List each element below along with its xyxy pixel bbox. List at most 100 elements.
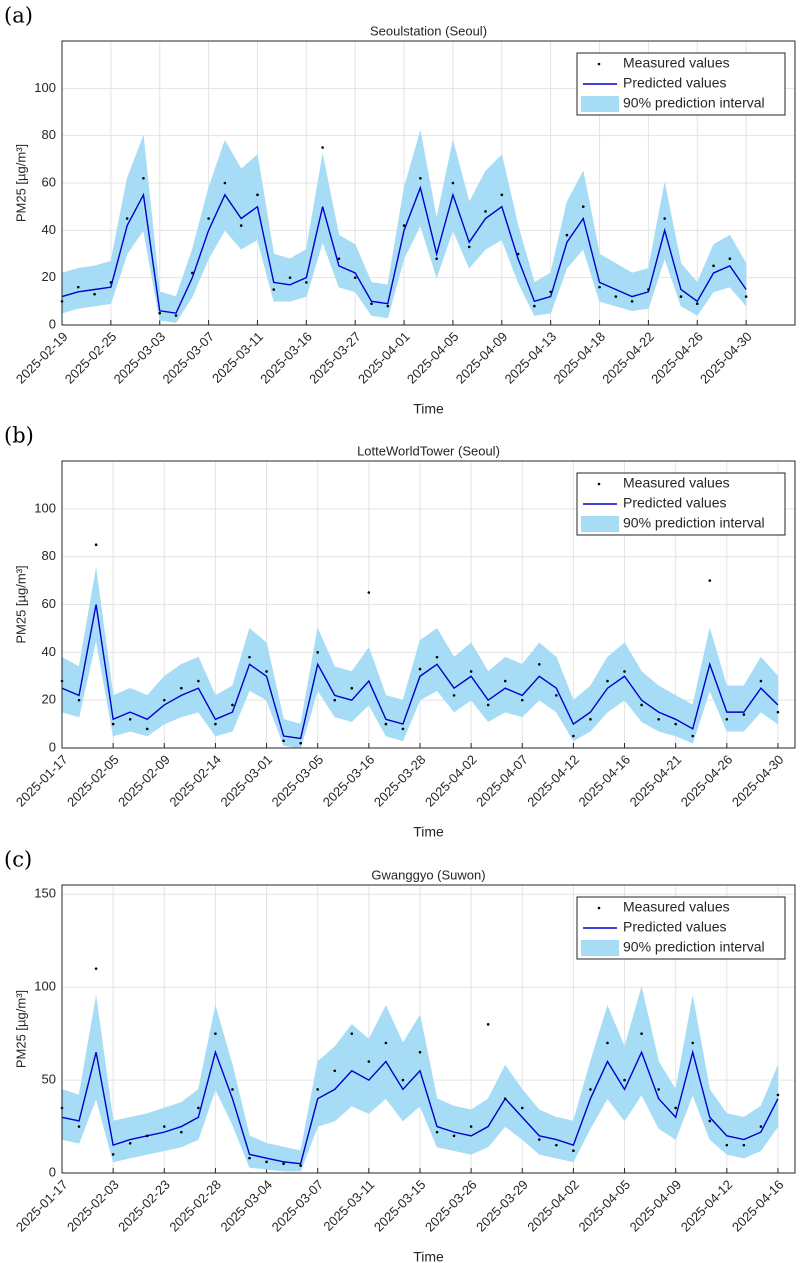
legend-label: 90% prediction interval — [623, 95, 765, 111]
x-tick-label: 2025-04-09 — [627, 1177, 685, 1235]
measured-point — [606, 1041, 609, 1045]
prediction-interval — [240, 154, 258, 250]
measured-point — [162, 698, 166, 702]
legend-swatch — [597, 482, 601, 486]
prediction-interval — [485, 153, 503, 250]
measured-point — [316, 651, 319, 654]
x-tick-label: 2025-03-03 — [111, 329, 169, 387]
measured-point — [401, 1078, 405, 1082]
measured-point — [367, 591, 371, 594]
measured-point — [538, 662, 541, 666]
measured-point — [76, 285, 80, 289]
measured-point — [109, 281, 113, 284]
prediction-interval — [283, 1146, 301, 1172]
y-tick-label: 40 — [42, 644, 56, 659]
x-tick-label: 2025-03-05 — [269, 752, 327, 810]
x-tick-label: 2025-02-05 — [64, 752, 122, 810]
measured-point — [640, 703, 643, 707]
legend-label: Measured values — [623, 475, 730, 491]
x-axis-label: Time — [413, 401, 444, 417]
measured-point — [435, 1130, 439, 1134]
x-tick-label: 2025-04-07 — [473, 752, 531, 810]
axes-frame — [61, 460, 796, 749]
measured-point — [452, 694, 456, 697]
x-tick-label: 2025-03-26 — [422, 1177, 480, 1235]
measured-point — [708, 579, 712, 582]
measured-point — [647, 288, 650, 291]
measured-point — [94, 543, 98, 547]
measured-point — [370, 302, 373, 306]
x-tick-label: 2025-04-05 — [575, 1177, 633, 1235]
panel-label: (b) — [4, 424, 34, 448]
x-tick-label: 2025-02-09 — [115, 752, 173, 810]
measured-point — [674, 1106, 677, 1110]
measured-point — [538, 1138, 541, 1141]
y-tick-label: 80 — [42, 127, 56, 142]
x-tick-label: 2025-03-01 — [217, 752, 275, 810]
measured-point — [742, 1143, 746, 1147]
prediction-interval — [146, 1107, 165, 1155]
measured-point — [657, 718, 660, 721]
x-tick-label: 2025-02-28 — [166, 1177, 224, 1235]
predicted-line — [61, 185, 747, 314]
x-tick-label: 2025-04-30 — [697, 329, 755, 387]
measured-point — [630, 300, 634, 303]
panel-group: 0501001502025-01-172025-02-032025-02-232… — [4, 848, 796, 1263]
x-tick-label: 2025-03-07 — [160, 329, 218, 387]
prediction-interval — [94, 260, 112, 307]
x-tick-label: 2025-03-11 — [320, 1177, 377, 1234]
x-tick-label: 2025-02-14 — [166, 752, 224, 810]
x-tick-label: 2025-04-05 — [404, 329, 462, 387]
measured-point — [256, 193, 259, 197]
measured-point — [708, 1119, 712, 1123]
x-tick-label: 2025-03-27 — [306, 329, 364, 387]
prediction-interval — [729, 234, 747, 307]
measured-point — [337, 257, 341, 261]
measured-point — [197, 679, 200, 683]
x-tick-label: 2025-04-21 — [627, 752, 685, 810]
measured-point — [484, 210, 487, 213]
prediction-interval — [338, 234, 356, 293]
measured-point — [145, 1134, 149, 1138]
x-tick-label: 2025-04-12 — [678, 1177, 736, 1235]
prediction-interval — [159, 291, 177, 323]
measured-point — [712, 264, 715, 268]
prediction-interval — [289, 248, 307, 302]
y-tick-label: 20 — [42, 692, 56, 707]
prediction-interval — [436, 1098, 455, 1152]
measured-point — [333, 1069, 337, 1073]
measured-point — [503, 679, 507, 683]
x-tick-label: 2025-04-16 — [729, 1177, 787, 1235]
measured-point — [207, 217, 210, 220]
measured-point — [469, 1125, 473, 1128]
x-tick-label: 2025-04-02 — [422, 752, 480, 810]
legend-swatch — [581, 940, 619, 956]
measured-point — [533, 304, 536, 308]
measured-point — [350, 1032, 354, 1035]
measured-point — [288, 276, 292, 279]
x-axis-label: Time — [413, 1249, 444, 1263]
y-tick-label: 40 — [42, 222, 56, 237]
measured-point — [305, 281, 308, 284]
y-axis-label: PM25 [µg/m³] — [13, 144, 28, 222]
x-tick-label: 2025-03-16 — [257, 329, 315, 387]
prediction-interval — [419, 627, 438, 701]
measured-point — [272, 288, 276, 291]
y-axis-label: PM25 [µg/m³] — [13, 565, 28, 643]
x-tick-label: 2025-04-22 — [599, 329, 657, 387]
prediction-interval — [760, 656, 779, 725]
x-tick-label: 2025-04-18 — [550, 329, 608, 387]
legend-label: 90% prediction interval — [623, 939, 765, 955]
measured-point — [111, 722, 115, 726]
measured-point — [386, 304, 390, 308]
prediction-interval — [112, 687, 131, 737]
y-tick-label: 100 — [34, 80, 56, 95]
measured-point — [589, 718, 592, 721]
x-tick-label: 2025-04-26 — [678, 752, 736, 810]
measured-point — [162, 1125, 166, 1128]
prediction-interval — [556, 1116, 574, 1163]
prediction-interval — [631, 267, 649, 312]
prediction-interval — [504, 656, 523, 718]
x-tick-label: 2025-04-16 — [575, 752, 633, 810]
